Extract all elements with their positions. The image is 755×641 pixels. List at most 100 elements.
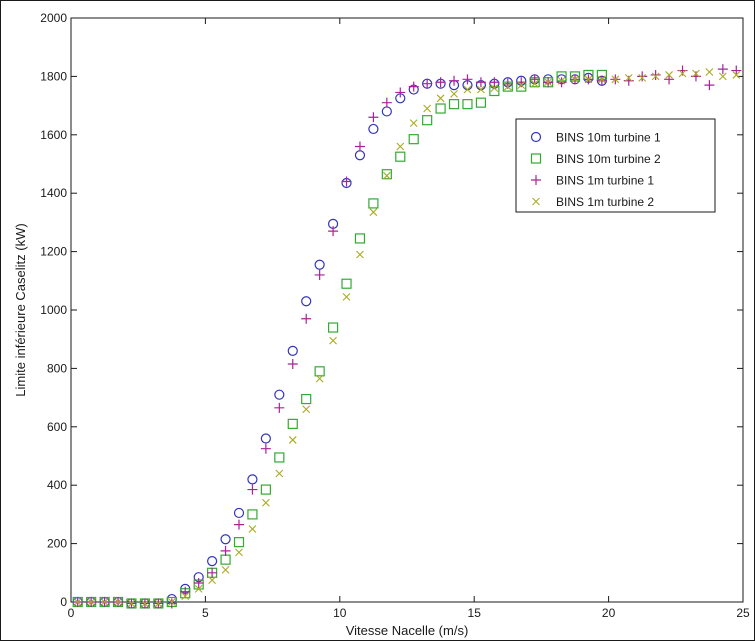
series-3-point: [287, 359, 298, 370]
series-3-point: [664, 74, 675, 85]
series-2-point: [354, 233, 366, 244]
series-3-point: [449, 75, 460, 86]
series-3-point: [529, 74, 540, 85]
series-4-point: [490, 84, 499, 92]
series-4-point: [665, 71, 673, 79]
y-tick-label: 2000: [40, 11, 67, 25]
series-3-point: [556, 77, 567, 88]
series-2-point: [341, 278, 352, 289]
series-4-point: [450, 90, 458, 98]
series-3-point: [717, 64, 728, 75]
series-3-point: [462, 74, 473, 85]
series-4-point: [382, 171, 391, 180]
series-4-point: [315, 374, 324, 383]
series-2-point: [233, 537, 245, 548]
series-3-point: [301, 313, 312, 324]
series-4-point: [624, 73, 633, 82]
series-3-point: [395, 87, 406, 98]
series-3-point: [260, 443, 271, 454]
series-4-point: [114, 598, 122, 606]
series-2-point: [247, 509, 258, 520]
legend-marker-3: [531, 175, 541, 185]
series-1-point: [287, 345, 298, 356]
series-2-point: [475, 97, 487, 108]
series-4-point: [463, 85, 472, 94]
series-4-point: [167, 598, 176, 606]
plot-area: [70, 17, 744, 603]
series-4-point: [302, 405, 311, 414]
series-2-point: [395, 151, 406, 162]
series-4-point: [503, 82, 512, 91]
series-2-point: [448, 99, 460, 110]
series-3-point: [637, 71, 648, 82]
series-1-point: [301, 296, 312, 307]
y-tick-label: 400: [47, 478, 67, 492]
series-4-point: [100, 598, 109, 606]
series-4-point: [477, 85, 485, 94]
series-4-point: [396, 142, 405, 151]
legend-label-2: BINS 10m turbine 2: [556, 152, 661, 166]
series-3-point: [704, 80, 715, 91]
y-tick-label: 1800: [40, 69, 67, 83]
series-4-point: [611, 75, 620, 84]
series-2-point: [408, 134, 419, 145]
y-tick-label: 0: [60, 595, 67, 609]
series-1-point: [314, 259, 325, 270]
series-2-point: [274, 452, 285, 463]
series-4-point: [275, 469, 284, 478]
legend-entries: BINS 10m turbine 1 BINS 10m turbine 2 BINS…: [530, 131, 661, 209]
x-tick-label: 20: [602, 606, 616, 620]
series-4-point: [356, 250, 364, 259]
x-tick-label: 25: [736, 606, 750, 620]
series-3-point: [220, 545, 231, 556]
series-4-point: [87, 598, 96, 606]
series-2-point: [301, 393, 312, 405]
legend: BINS 10m turbine 1 BINS 10m turbine 2 BINS…: [515, 118, 716, 213]
series-3-point: [247, 484, 258, 495]
series-3-point: [341, 176, 352, 187]
series-4-point: [436, 94, 445, 103]
series-2-point: [462, 99, 473, 110]
series-4-point: [194, 584, 203, 593]
series-4-point: [369, 208, 378, 217]
series-4-point: [73, 598, 82, 606]
series-4-point: [638, 73, 647, 82]
x-tick-label: 0: [68, 606, 75, 620]
series-4-point: [544, 78, 553, 87]
series-2-point: [381, 169, 392, 180]
series-4-point: [651, 72, 660, 81]
legend-box: [515, 118, 716, 213]
series-2-point: [287, 418, 298, 429]
ticks-layer: 0 5 10 15 20 25 0 200 400 600 800 1000 1200 1400 1600 1…: [40, 11, 750, 620]
series-1-point: [247, 474, 258, 485]
legend-marker-1: [530, 131, 542, 143]
series-4-point: [342, 292, 351, 301]
series-3-point: [314, 269, 325, 280]
series-4: [73, 68, 741, 608]
series-4-point: [732, 71, 741, 79]
series-2-point: [435, 103, 446, 114]
legend-label-3: BINS 1m turbine 1: [556, 174, 654, 188]
y-tick-label: 1600: [40, 128, 67, 142]
series-3-point: [274, 402, 285, 413]
series-4-point: [181, 592, 190, 601]
y-tick-label: 1200: [40, 245, 67, 259]
series-3-point: [354, 141, 365, 152]
series-1-point: [207, 556, 218, 567]
series-4-point: [597, 75, 606, 84]
series-3-point: [408, 81, 419, 92]
series-4-point: [705, 68, 714, 76]
series-4-point: [329, 336, 337, 345]
series-1-point: [233, 507, 245, 519]
x-tick-label: 10: [333, 606, 347, 620]
series-4-point: [571, 75, 579, 84]
series-3-point: [381, 97, 392, 108]
series-3-point: [180, 586, 191, 597]
series-4-point: [557, 76, 566, 85]
series-2-point: [327, 322, 339, 333]
y-tick-label: 600: [47, 420, 67, 434]
series-2-point: [368, 198, 379, 209]
series-4-point: [530, 79, 539, 88]
